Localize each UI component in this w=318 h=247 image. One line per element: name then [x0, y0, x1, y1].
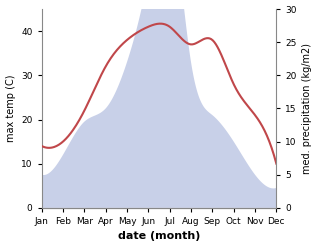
Y-axis label: max temp (C): max temp (C) [5, 75, 16, 142]
X-axis label: date (month): date (month) [118, 231, 200, 242]
Y-axis label: med. precipitation (kg/m2): med. precipitation (kg/m2) [302, 43, 313, 174]
